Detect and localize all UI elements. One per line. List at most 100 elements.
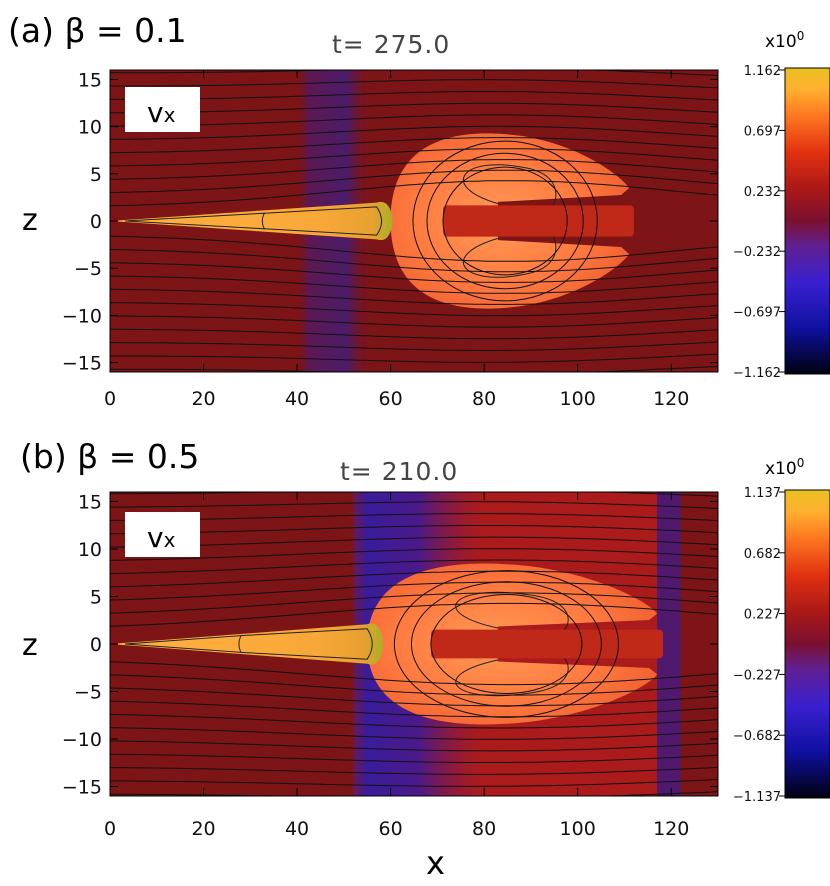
jet	[110, 201, 393, 241]
colorbar-tick-label: 0.697	[744, 124, 781, 139]
field-lines	[110, 70, 718, 372]
colorbar-gradient	[784, 489, 830, 799]
panel-a-time: t= 275.0	[332, 30, 450, 59]
panel-b: (b) β = 0.5 t= 210.0 x100 0 20 40 60 80 100 12…	[0, 430, 830, 882]
field-line	[110, 592, 718, 614]
panel-b-time: t= 210.0	[340, 457, 458, 486]
colorbar-tick-label: −0.697	[733, 306, 781, 321]
panel-a-label: (a) β = 0.1	[8, 11, 187, 50]
x-tick-label: 120	[653, 388, 689, 410]
lobe	[390, 133, 630, 309]
y-tick-label: 15	[78, 492, 102, 514]
field-line	[110, 513, 718, 522]
x-tick-label: 60	[379, 388, 403, 410]
y-tick-label: 0	[90, 211, 102, 233]
jet-contour-2	[240, 628, 373, 660]
field-line	[110, 501, 718, 509]
colorbar-gradient	[784, 67, 830, 375]
field-line	[110, 235, 718, 262]
y-tick-label: −15	[62, 777, 102, 799]
x-tick-label: 0	[104, 818, 116, 840]
field-lines	[110, 492, 718, 796]
field-line	[110, 148, 718, 167]
colorbar-a-mult-base: x10	[765, 32, 797, 52]
colorbar-tick-label: −0.232	[733, 245, 781, 260]
y-tick-label: 5	[90, 587, 102, 609]
field-line	[110, 559, 718, 575]
axial-core	[431, 629, 663, 659]
colorbar-b-mult-exp: 0	[797, 456, 805, 470]
lobe	[367, 563, 658, 725]
field-line	[110, 779, 718, 787]
colorbar-tick-label: 1.137	[744, 486, 781, 501]
field-line	[110, 248, 718, 273]
y-tick-label: 15	[78, 69, 102, 91]
var-label-box-a: vx	[125, 87, 200, 132]
x-tick-label: 120	[653, 818, 689, 840]
x-tick-label: 20	[191, 818, 215, 840]
field-line	[110, 687, 718, 707]
field-line	[110, 661, 718, 686]
field-line	[110, 581, 718, 601]
x-tick-label: 0	[104, 388, 116, 410]
y-tick-label: 10	[78, 117, 102, 139]
y-tick-label: −5	[74, 258, 102, 280]
field-line	[110, 91, 718, 101]
colorbar-tick-label: 1.162	[744, 64, 781, 79]
field-line	[110, 700, 718, 718]
xlabel-b: x	[426, 844, 445, 882]
field-line	[110, 288, 718, 305]
jet	[110, 623, 384, 665]
colorbar-b-mult-base: x10	[765, 459, 797, 479]
field-line	[110, 602, 718, 627]
colorbar-tick-label: −0.227	[733, 668, 781, 683]
field-loop	[442, 166, 568, 276]
field-line	[110, 353, 718, 363]
panel-a: (a) β = 0.1 t= 275.0 x100 0 20 40 60 80 100 12…	[0, 0, 830, 430]
front-band	[657, 492, 681, 796]
field-line	[110, 753, 718, 763]
jet-contour	[124, 635, 242, 653]
plot-content	[110, 70, 718, 372]
colorbar-b: 1.137 0.682 0.227 −0.227 −0.682 −1.137	[733, 486, 830, 805]
y-tick-label: −15	[62, 353, 102, 375]
field-line	[110, 262, 718, 283]
y-tick-label: 10	[78, 539, 102, 561]
ylabel-b: z	[22, 628, 38, 663]
plot-area-b: 0 20 40 60 80 100 120 15 10 5 0 −5 −10 −15	[62, 491, 719, 840]
colorbar-a: 1.162 0.697 0.232 −0.232 −0.697 −1.162	[733, 64, 830, 381]
y-tick-label: −10	[62, 305, 102, 327]
field-line	[110, 570, 718, 588]
x-tick-label: 40	[285, 818, 309, 840]
field-line	[110, 548, 718, 561]
field-line	[110, 137, 718, 154]
field-line	[110, 315, 718, 328]
field-line	[110, 525, 718, 535]
field-line	[110, 125, 718, 140]
field-line	[110, 159, 718, 180]
field-line	[110, 536, 718, 548]
plot-content	[110, 492, 718, 796]
field-line	[110, 674, 718, 696]
ylabel-a: z	[22, 203, 38, 238]
colorbar-a-mult-exp: 0	[797, 29, 805, 43]
jet-contour	[124, 212, 266, 230]
field-line	[110, 365, 718, 372]
chart-b: (b) β = 0.5 t= 210.0 x100 0 20 40 60 80 100 12…	[20, 437, 830, 882]
x-tick-label: 100	[560, 388, 596, 410]
x-tick-label: 20	[191, 388, 215, 410]
colorbar-tick-label: 0.232	[744, 185, 781, 200]
field-loop	[430, 594, 583, 694]
field-loop	[412, 140, 598, 302]
field-line	[110, 302, 718, 317]
panel-b-label: (b) β = 0.5	[20, 437, 199, 476]
field-line	[110, 114, 718, 127]
field-loop	[426, 152, 584, 290]
field-loop	[410, 581, 602, 707]
var-label-box-b: vx	[125, 512, 200, 557]
x-tick-label: 40	[285, 388, 309, 410]
colorbar-tick-label: −1.137	[733, 790, 781, 805]
x-tick-label: 80	[472, 818, 496, 840]
colorbar-a-multiplier: x100	[765, 29, 804, 52]
jet-contour-2	[264, 206, 383, 236]
